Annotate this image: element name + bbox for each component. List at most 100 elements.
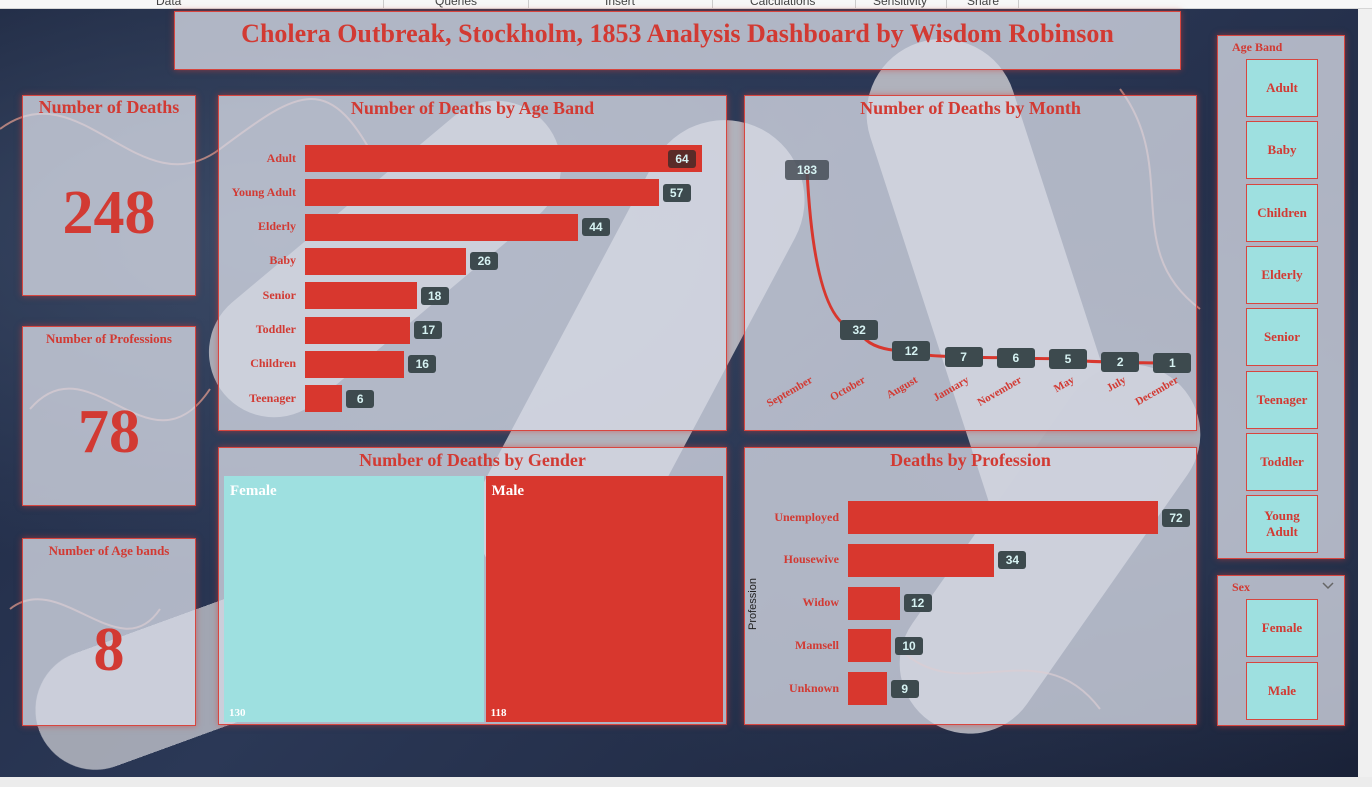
bar-category-label: Widow — [802, 595, 839, 610]
sex-slicer: Sex Female Male — [1217, 575, 1345, 726]
ribbon-divider — [946, 0, 947, 8]
bar-category-label: Young Adult — [231, 184, 296, 199]
profession-chart-panel: Deaths by Profession Profession Unemploy… — [744, 447, 1197, 725]
data-label: 6 — [346, 389, 375, 408]
data-label: 26 — [470, 252, 499, 271]
data-label: 9 — [890, 679, 919, 698]
ribbon-tab-share[interactable]: Share — [967, 0, 1000, 8]
ribbon-divider — [855, 0, 856, 8]
data-label: 18 — [420, 286, 449, 305]
treemap-value: 118 — [490, 707, 507, 719]
ribbon-divider — [383, 0, 384, 8]
ribbon-tab-insert[interactable]: Insert — [605, 0, 636, 8]
bar — [305, 247, 467, 275]
app-ribbon: Data Queries Insert Calculations Sensiti… — [0, 0, 1372, 9]
data-label: 17 — [414, 321, 443, 339]
data-label: 12 — [892, 341, 931, 362]
slicer-option-young-adult[interactable]: Young Adult — [1246, 495, 1318, 554]
bar — [848, 501, 1158, 534]
treemap-label: Female — [230, 483, 277, 499]
dashboard-title: Cholera Outbreak, Stockholm, 1853 Analys… — [241, 19, 1114, 48]
slicer-option-female[interactable]: Female — [1246, 599, 1318, 657]
kpi-label: Number of Age bands — [48, 543, 170, 558]
kpi-card-deaths: Number of Deaths 248 — [22, 95, 196, 296]
bar-category-label: Teenager — [249, 390, 296, 405]
bar — [305, 282, 417, 310]
data-label: 64 — [668, 149, 696, 168]
bar — [848, 543, 995, 577]
ribbon-divider — [1018, 0, 1019, 8]
bar — [848, 586, 900, 620]
bar-category-label: Children — [250, 356, 296, 371]
age-band-slicer: Age Band Adult Baby Children Elderly Senior T… — [1217, 35, 1345, 559]
chart-title: Number of Deaths by Month — [860, 98, 1081, 118]
kpi-label: Number of Deaths — [38, 97, 180, 117]
gender-treemap: Female 130 Male 118 — [224, 476, 723, 722]
bar — [848, 672, 887, 706]
data-label: 12 — [903, 594, 932, 613]
chart-title: Number of Deaths by Gender — [359, 450, 586, 470]
gender-chart-panel: Number of Deaths by Gender Female 130 Male… — [218, 447, 727, 725]
chart-title: Number of Deaths by Age Band — [350, 98, 595, 118]
data-label: 72 — [1162, 508, 1190, 527]
status-strip — [0, 777, 1372, 787]
kpi-value: 8 — [93, 616, 125, 684]
slicer-option-senior[interactable]: Senior — [1246, 308, 1318, 367]
slicer-option-elderly[interactable]: Elderly — [1246, 245, 1318, 304]
slicer-option-teenager[interactable]: Teenager — [1246, 370, 1318, 429]
bar-category-label: Elderly — [258, 219, 296, 234]
ribbon-divider — [528, 0, 529, 8]
bar-category-label: Senior — [262, 287, 296, 302]
bar-category-label: Baby — [269, 253, 296, 268]
bar-category-label: Housewive — [783, 552, 839, 567]
age-band-chart-panel: Number of Deaths by Age Band Adult 64 Youn… — [218, 95, 727, 431]
kpi-card-professions: Number of Professions 78 — [22, 326, 196, 506]
ribbon-tab-data[interactable]: Data — [156, 0, 182, 8]
bar-category-label: Adult — [266, 150, 296, 165]
slicer-option-baby[interactable]: Baby — [1246, 121, 1318, 180]
slicer-label: Sex — [1232, 580, 1250, 594]
chevron-down-icon[interactable] — [1322, 582, 1334, 590]
data-label: 1 — [1153, 352, 1192, 373]
dashboard-title-box: Cholera Outbreak, Stockholm, 1853 Analys… — [174, 11, 1181, 70]
bar — [305, 316, 411, 344]
bar — [305, 145, 702, 172]
data-label: 34 — [998, 551, 1027, 570]
kpi-value: 248 — [62, 179, 156, 247]
data-label: 32 — [840, 320, 879, 341]
slicer-label: Age Band — [1232, 40, 1283, 54]
data-label: 16 — [408, 355, 437, 374]
chart-title: Deaths by Profession — [890, 450, 1051, 470]
treemap-cell-female: Female 130 — [224, 476, 484, 722]
data-label: 10 — [895, 636, 924, 655]
data-label: 7 — [944, 346, 983, 367]
treemap-value: 130 — [229, 707, 246, 719]
ribbon-tab-calculations[interactable]: Calculations — [750, 0, 816, 8]
bar-category-label: Mamsell — [795, 637, 839, 652]
slicer-option-children[interactable]: Children — [1246, 183, 1318, 242]
ribbon-tab-queries[interactable]: Queries — [435, 0, 478, 8]
ribbon-divider — [712, 0, 713, 8]
bar — [305, 213, 578, 241]
month-chart-panel: Number of Deaths by Month 183 September 32… — [744, 95, 1197, 431]
bar — [848, 629, 892, 663]
ribbon-tab-sensitivity[interactable]: Sensitivity — [873, 0, 928, 8]
slicer-option-adult[interactable]: Adult — [1246, 59, 1318, 117]
scrollbar-gutter — [1358, 9, 1372, 777]
data-label: 183 — [785, 160, 829, 180]
data-label: 44 — [581, 218, 610, 237]
bar-category-label: Unknown — [788, 680, 839, 695]
bar — [305, 385, 343, 413]
kpi-label: Number of Professions — [46, 331, 172, 346]
data-label: 5 — [1049, 348, 1087, 369]
slicer-option-male[interactable]: Male — [1246, 662, 1318, 720]
bar-category-label: Unemployed — [774, 509, 839, 524]
treemap-label: Male — [491, 483, 525, 499]
bar-category-label: Toddler — [255, 322, 296, 336]
treemap-cell-male: Male 118 — [485, 476, 723, 722]
kpi-card-age-bands: Number of Age bands 8 — [22, 538, 196, 726]
slicer-option-toddler[interactable]: Toddler — [1246, 432, 1318, 491]
bar — [305, 179, 659, 207]
data-label: 2 — [1101, 351, 1140, 372]
kpi-value: 78 — [78, 398, 140, 466]
